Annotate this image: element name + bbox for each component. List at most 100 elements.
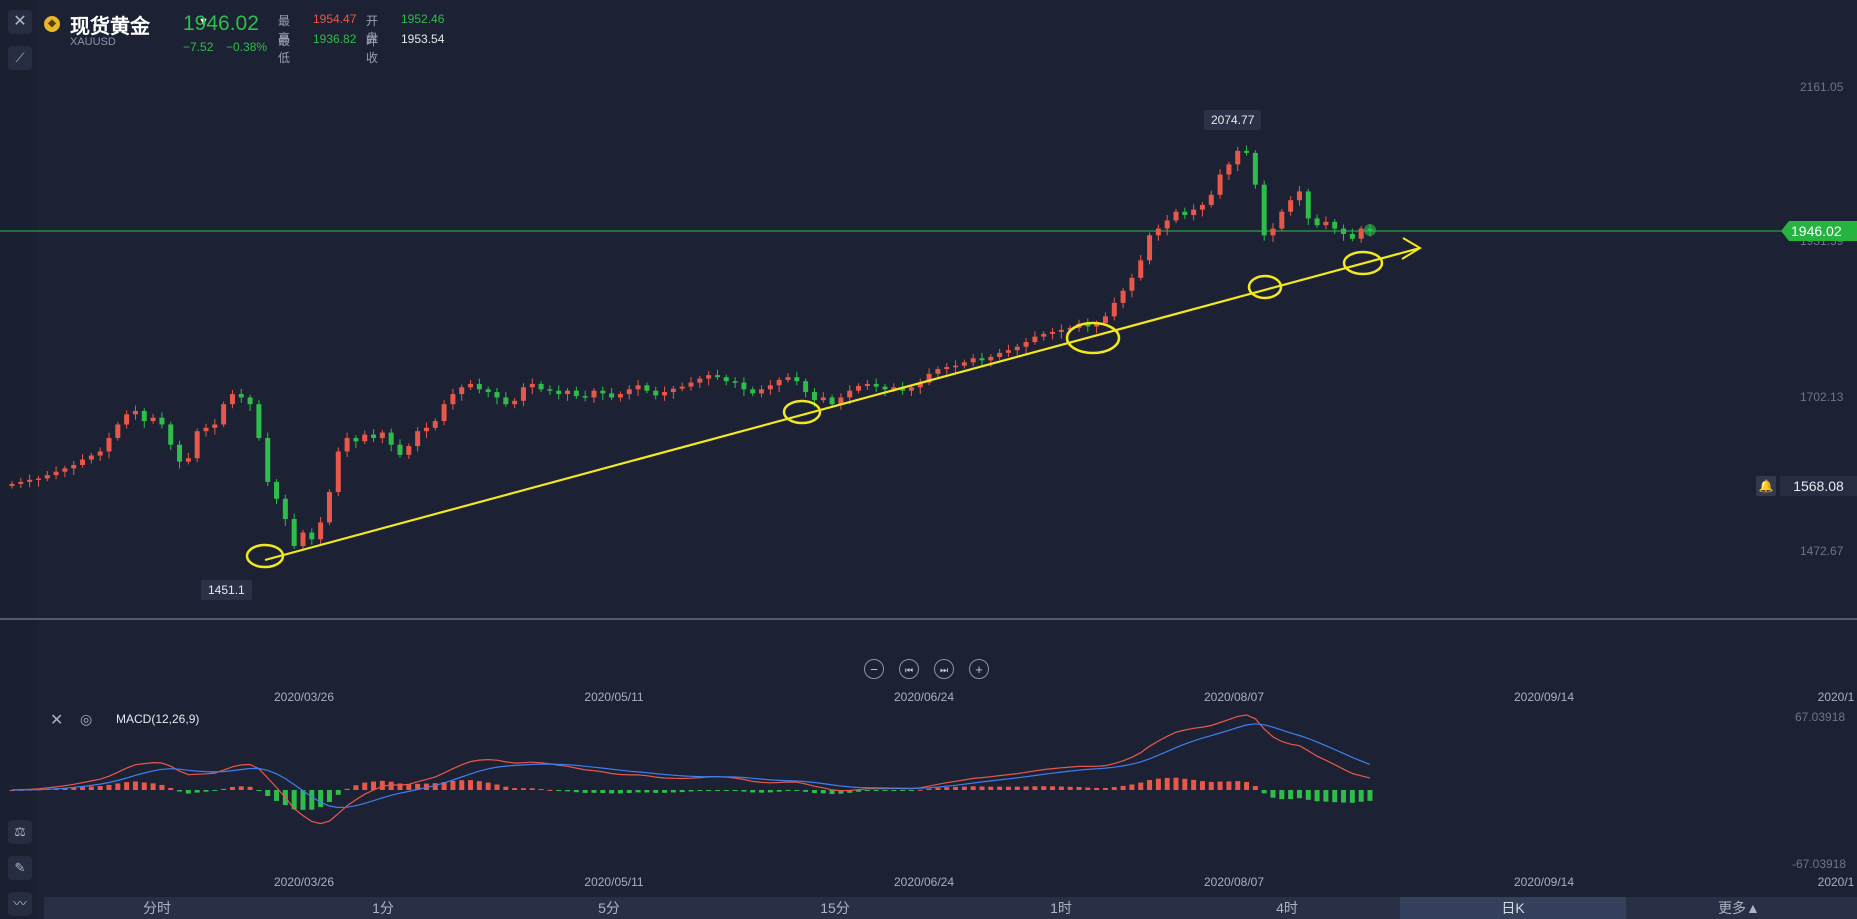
skip-start-button[interactable]: ⏮ [899,659,919,679]
macd-dif-line [12,715,1370,824]
candle-body [1024,342,1029,347]
macd-bar [1129,784,1134,790]
candle-body [1315,218,1320,225]
macd-bar [1200,781,1205,790]
tab-timeshare[interactable]: 分时 [44,897,270,919]
macd-bar [777,790,782,792]
settings-icon[interactable]: ◎ [80,711,92,728]
macd-bar [503,787,508,790]
candle-body [406,446,411,455]
bell-icon[interactable]: 🔔 [1756,476,1776,496]
candle-body [1103,316,1108,323]
candle-body [1297,191,1302,200]
macd-bar [1323,790,1328,802]
macd-bar [618,790,623,793]
candle-body [812,392,817,400]
zoom-out-button[interactable]: − [864,659,884,679]
macd-bar [1032,786,1037,790]
candle-body [256,404,261,438]
macd-bar [212,790,217,791]
candle-body [768,385,773,389]
macd-bar [794,790,799,791]
macd-bar [159,785,164,790]
macd-bar [1368,790,1373,801]
macd-bar [521,788,526,790]
candle-body [1015,347,1020,350]
macd-bar [883,790,888,791]
price-tick: 1702.13 [1800,390,1843,404]
peak-price-tag: 2074.77 [1204,110,1261,130]
candle-body [786,377,791,380]
macd-bar [1306,790,1311,800]
close-indicator-icon[interactable]: ✕ [50,710,63,730]
date-tick: 2020/08/07 [1204,875,1264,889]
candle-body [565,391,570,394]
candle-body [265,438,270,482]
candle-body [733,381,738,383]
skip-end-button[interactable]: ⏭ [934,659,954,679]
tab-1min[interactable]: 1分 [270,897,496,919]
price-alert-value[interactable]: 1568.08 [1780,476,1857,496]
candle-body [741,383,746,390]
candle-body [636,385,641,389]
candle-body [988,357,993,360]
tab-1hour[interactable]: 1时 [948,897,1174,919]
candle-body [336,451,341,492]
zoom-in-button[interactable]: + [969,659,989,679]
candle-body [433,421,438,428]
candle-body [521,387,526,401]
candle-body [1226,164,1231,174]
candle-body [1006,350,1011,353]
candle-body [547,389,552,391]
macd-bar [336,790,341,795]
candle-body [415,431,420,446]
tab-4hour[interactable]: 4时 [1174,897,1400,919]
candle-body [724,377,729,381]
candle-body [909,387,914,390]
macd-bar [1077,787,1082,790]
current-price-tag: 1946.02 [1781,221,1857,241]
macd-bar [750,790,755,792]
candle-body [133,411,138,414]
candle-body [62,468,67,471]
candle-body [997,353,1002,357]
candle-body [539,384,544,389]
macd-bar [477,781,482,790]
tab-more[interactable]: 更多▲ [1626,897,1852,919]
macd-bar [221,789,226,790]
candle-body [495,392,500,397]
candle-body [186,458,191,461]
candle-body [1350,234,1355,239]
macd-bar [565,790,570,791]
macd-bar [1244,782,1249,790]
candle-body [274,482,279,499]
date-tick: 2020/1 [1818,690,1855,704]
tab-5min[interactable]: 5分 [496,897,722,919]
candle-body [935,369,940,374]
macd-bar [1235,781,1240,790]
tab-15min[interactable]: 15分 [722,897,948,919]
candle-body [680,387,685,389]
macd-bar [353,785,358,790]
macd-bar [1279,790,1284,799]
macd-bar [918,790,923,791]
candle-body [865,384,870,386]
candle-body [442,404,447,421]
candle-body [10,484,15,486]
macd-bar [389,782,394,790]
macd-bar [874,790,879,791]
macd-bar [636,790,641,792]
candle-body [1041,334,1046,337]
macd-bar [583,790,588,793]
macd-bar [1191,780,1196,790]
date-tick: 2020/09/14 [1514,875,1574,889]
candle-body [424,428,429,431]
candle-body [80,460,85,465]
candle-body [212,424,217,427]
macd-bar [248,787,253,790]
candle-body [389,433,394,445]
macd-bar [680,790,685,792]
macd-bar [574,790,579,792]
tab-daily[interactable]: 日K [1400,897,1626,919]
